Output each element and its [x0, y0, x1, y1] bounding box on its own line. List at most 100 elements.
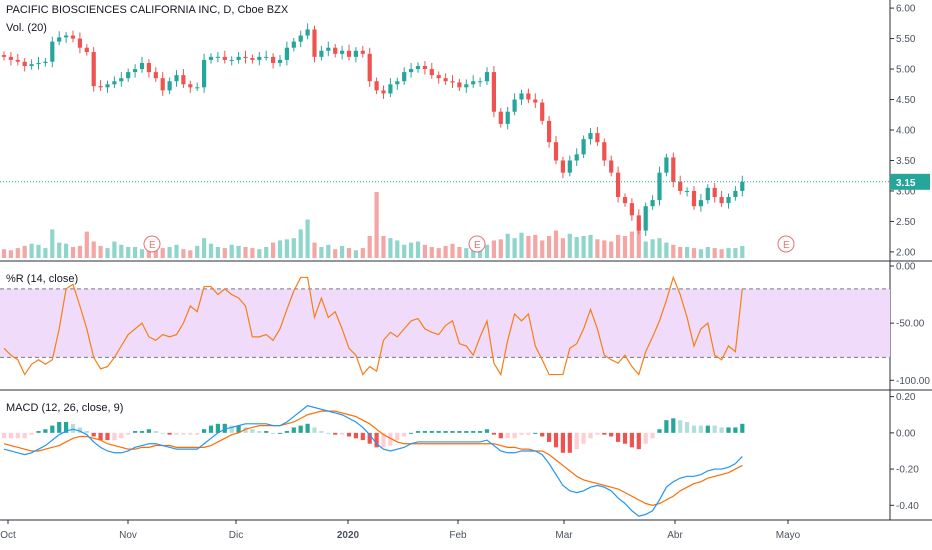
volume-legend: Vol. (20): [6, 22, 47, 34]
macd-histogram-bar: [429, 431, 434, 433]
macd-histogram-bar: [340, 432, 345, 435]
candle: [215, 56, 220, 58]
volume-bar: [712, 248, 717, 258]
candle: [429, 69, 434, 76]
volume-bar: [1, 249, 7, 258]
candle: [484, 72, 490, 82]
volume-bar: [77, 245, 82, 258]
candle: [450, 81, 455, 83]
candle: [195, 87, 200, 89]
earnings-marker-label: E: [783, 240, 790, 251]
macd-histogram-bar: [236, 425, 241, 433]
macd-histogram-bar: [105, 432, 110, 441]
candle: [367, 53, 372, 82]
volume-bar: [402, 244, 407, 258]
earnings-marker-label: E: [474, 240, 481, 251]
candle: [29, 64, 34, 66]
volume-bar: [664, 242, 669, 258]
macd-histogram-bar: [471, 431, 476, 433]
macd-histogram-bar: [346, 432, 352, 437]
macd-histogram-bar: [436, 431, 441, 433]
candle: [464, 84, 469, 88]
macd-histogram-bar: [650, 432, 655, 439]
volume-bar: [443, 245, 448, 258]
candle: [1, 55, 7, 57]
macd-histogram-bar: [181, 432, 186, 435]
macd-histogram-bar: [395, 432, 400, 441]
volume-bar: [478, 247, 483, 258]
volume-bar: [616, 234, 621, 258]
macd-histogram-bar: [574, 432, 579, 450]
macd-histogram-bar: [229, 425, 234, 433]
candle: [277, 59, 283, 63]
candle: [188, 84, 193, 88]
volume-bar: [222, 248, 227, 258]
macd-histogram-bar: [388, 432, 393, 446]
candle: [146, 62, 151, 73]
candle: [91, 51, 96, 87]
chart-title: PACIFIC BIOSCIENCES CALIFORNIA INC, D, C…: [6, 4, 289, 16]
macd-histogram-bar: [671, 418, 676, 433]
volume-bar: [64, 243, 69, 258]
volume-bar: [208, 243, 214, 258]
macd-histogram-bar: [643, 432, 648, 444]
candle: [312, 29, 317, 57]
price-tick-label: 6.00: [896, 4, 916, 15]
candle: [353, 50, 358, 57]
volume-bar: [195, 245, 200, 258]
macd-histogram-bar: [277, 432, 283, 434]
volume-bar: [312, 242, 317, 258]
volume-bar: [57, 242, 62, 258]
candle: [98, 86, 103, 88]
volume-bar: [139, 249, 145, 258]
volume-bar: [167, 247, 172, 258]
volume-bar: [367, 236, 372, 258]
time-axis-label: Mar: [555, 530, 573, 541]
candle: [333, 47, 338, 54]
volume-bar: [84, 231, 89, 258]
macd-histogram-bar: [540, 432, 545, 437]
macd-histogram-bar: [664, 420, 669, 433]
williams-r-line: [3, 275, 743, 377]
volume-bar: [671, 244, 676, 258]
macd-histogram-bar: [464, 431, 469, 433]
candle: [636, 215, 641, 231]
macd-histogram-bar: [636, 432, 641, 450]
volume-bar: [650, 239, 655, 258]
macd-histogram-bar: [202, 429, 207, 433]
macd-histogram-bar: [457, 431, 462, 433]
candle: [547, 120, 552, 143]
time-axis-label: 2020: [337, 530, 360, 541]
candle: [422, 66, 427, 70]
macd-tick-label: -0.40: [896, 501, 919, 512]
macd-histogram-bar: [733, 427, 738, 433]
candle: [650, 200, 655, 207]
candle: [257, 56, 262, 60]
candle: [457, 82, 462, 88]
candle: [415, 66, 421, 70]
candle: [671, 157, 676, 182]
candle: [740, 181, 745, 191]
macd-histogram-bar: [15, 432, 20, 439]
macd-tick-label: 0.00: [896, 428, 916, 439]
candle: [319, 50, 324, 57]
volume-bar: [388, 238, 393, 258]
candle: [346, 50, 352, 57]
volume-bar: [698, 249, 703, 258]
candle: [250, 58, 255, 60]
candle: [491, 72, 496, 112]
candle: [70, 35, 76, 39]
earnings-marker-label: E: [149, 240, 156, 251]
price-tick-label: 2.00: [896, 247, 916, 258]
candle: [622, 197, 628, 204]
time-axis-label: Dic: [229, 530, 243, 541]
price-tick-label: 5.50: [896, 34, 916, 45]
volume-bar: [284, 239, 289, 258]
volume-bar: [133, 247, 138, 258]
volume-bar: [188, 250, 193, 258]
time-axis-label: Feb: [449, 530, 467, 541]
price-tick-label: 3.00: [896, 186, 916, 197]
candle: [436, 75, 441, 79]
macd-histogram-bar: [298, 425, 303, 433]
